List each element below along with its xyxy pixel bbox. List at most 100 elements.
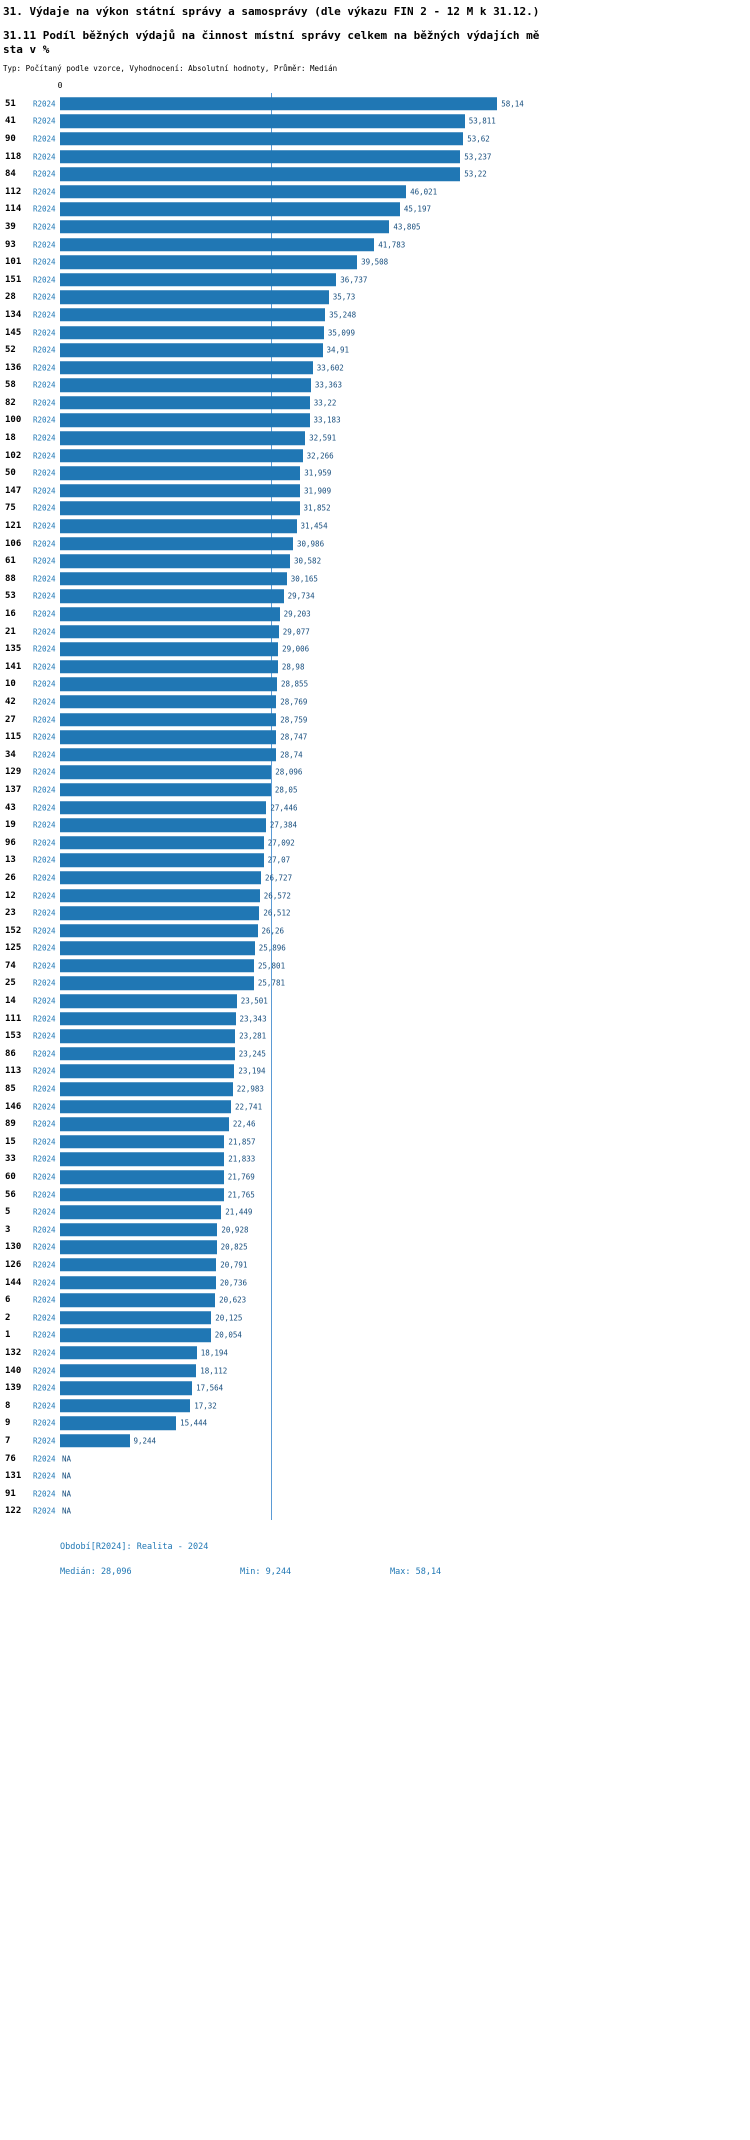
- row-series-label: R2024: [33, 697, 56, 707]
- chart-row: 51 R2024 58,14: [0, 95, 750, 113]
- row-id: 134: [5, 309, 22, 320]
- value-label: 30,986: [297, 539, 325, 549]
- value-label: 21,765: [227, 1190, 255, 1200]
- chart-row: 61 R2024 30,582: [0, 552, 750, 570]
- row-id: 153: [5, 1031, 22, 1042]
- value-bar: [60, 343, 323, 357]
- row-id: 106: [5, 538, 22, 549]
- value-label: 23,194: [238, 1066, 266, 1076]
- row-series-label: R2024: [33, 1225, 56, 1235]
- value-label: 28,05: [274, 785, 298, 795]
- chart-row: 153 R2024 23,281: [0, 1027, 750, 1045]
- row-series-label: R2024: [33, 679, 56, 689]
- footer-stats: Medián: 28,096 Min: 9,244 Max: 58,14: [60, 1567, 750, 1577]
- row-id: 1: [5, 1330, 11, 1341]
- row-series-label: R2024: [33, 1366, 56, 1376]
- value-label: 26,572: [263, 891, 291, 901]
- row-id: 76: [5, 1453, 16, 1464]
- row-id: 74: [5, 960, 16, 971]
- chart-row: 151 R2024 36,737: [0, 271, 750, 289]
- chart-row: 2 R2024 20,125: [0, 1309, 750, 1327]
- row-series-label: R2024: [33, 433, 56, 443]
- row-id: 18: [5, 433, 16, 444]
- chart-row: 86 R2024 23,245: [0, 1045, 750, 1063]
- row-id: 21: [5, 626, 16, 637]
- row-series-label: R2024: [33, 116, 56, 126]
- chart-row: 115 R2024 28,747: [0, 728, 750, 746]
- chart-row: 101 R2024 39,508: [0, 253, 750, 271]
- value-bar: [60, 1434, 130, 1448]
- row-series-label: R2024: [33, 1049, 56, 1059]
- chart-row: 28 R2024 35,73: [0, 289, 750, 307]
- report-title: 31. Výdaje na výkon státní správy a samo…: [3, 5, 540, 18]
- chart-row: 113 R2024 23,194: [0, 1063, 750, 1081]
- row-series-label: R2024: [33, 222, 56, 232]
- chart-row: 131 R2024 NA: [0, 1467, 750, 1485]
- value-bar: [60, 923, 258, 938]
- value-bar: [60, 202, 400, 217]
- chart-row: 102 R2024 32,266: [0, 447, 750, 465]
- chart-row: 112 R2024 46,021: [0, 183, 750, 201]
- value-label-na: NA: [62, 1506, 72, 1516]
- value-label: 35,73: [332, 292, 356, 302]
- value-bar: [60, 554, 290, 568]
- chart-row: 12 R2024 26,572: [0, 887, 750, 905]
- report-subtitle: 31.11 Podíl běžných výdajů na činnost mí…: [3, 29, 750, 57]
- chart-rows: 51 R2024 58,14 41 R2024 53,811 90 R2024 53,62 118…: [0, 81, 750, 1520]
- value-label: 30,582: [294, 556, 322, 566]
- row-series-label: R2024: [33, 240, 56, 250]
- row-id: 152: [5, 925, 22, 936]
- footer-median: Medián: 28,096: [60, 1567, 132, 1578]
- report-subtitle-line1: 31.11 Podíl běžných výdajů na činnost mí…: [3, 29, 540, 42]
- value-bar: [60, 589, 284, 604]
- value-bar: [60, 835, 264, 850]
- row-id: 43: [5, 802, 16, 813]
- value-label: 25,896: [258, 943, 286, 953]
- row-series-label: R2024: [33, 310, 56, 320]
- row-id: 113: [5, 1066, 22, 1077]
- row-id: 90: [5, 133, 16, 144]
- row-id: 115: [5, 732, 22, 743]
- row-id: 26: [5, 872, 16, 883]
- chart-row: 21 R2024 29,077: [0, 623, 750, 641]
- row-id: 96: [5, 837, 16, 848]
- row-series-label: R2024: [33, 1207, 56, 1217]
- row-id: 147: [5, 485, 22, 496]
- chart-row: 147 R2024 31,909: [0, 482, 750, 500]
- row-series-label: R2024: [33, 961, 56, 971]
- chart-row: 90 R2024 53,62: [0, 130, 750, 148]
- value-bar: [60, 959, 254, 973]
- row-series-label: R2024: [33, 609, 56, 619]
- chart-row: 18 R2024 32,591: [0, 429, 750, 447]
- value-label: 25,781: [257, 978, 285, 988]
- value-label: 32,591: [309, 433, 337, 443]
- chart-row: 34 R2024 28,74: [0, 746, 750, 764]
- value-label: 27,384: [269, 820, 297, 830]
- row-series-label: R2024: [33, 1102, 56, 1112]
- row-id: 50: [5, 468, 16, 479]
- row-id: 51: [5, 98, 16, 109]
- chart-row: 145 R2024 35,099: [0, 324, 750, 342]
- value-label: 26,512: [263, 908, 291, 918]
- chart-row: 130 R2024 20,825: [0, 1239, 750, 1257]
- report-header: 31. Výdaje na výkon státní správy a samo…: [0, 0, 750, 73]
- row-series-label: R2024: [33, 539, 56, 549]
- bar-chart: 0 51 R2024 58,14 41 R2024 53,811 90 R2024 53,62 1…: [0, 81, 750, 1520]
- chart-row: 100 R2024 33,183: [0, 412, 750, 430]
- value-label: 27,092: [267, 838, 295, 848]
- chart-row: 114 R2024 45,197: [0, 201, 750, 219]
- chart-row: 27 R2024 28,759: [0, 711, 750, 729]
- row-id: 12: [5, 890, 16, 901]
- chart-row: 96 R2024 27,092: [0, 834, 750, 852]
- value-label: 17,564: [196, 1383, 224, 1393]
- row-series-label: R2024: [33, 503, 56, 513]
- chart-row: 76 R2024 NA: [0, 1450, 750, 1468]
- row-id: 39: [5, 221, 16, 232]
- row-series-label: R2024: [33, 1454, 56, 1464]
- row-id: 75: [5, 503, 16, 514]
- chart-row: 13 R2024 27,07: [0, 852, 750, 870]
- value-bar: [60, 114, 465, 129]
- chart-row: 52 R2024 34,91: [0, 341, 750, 359]
- value-label: 29,203: [283, 609, 311, 619]
- value-bar: [60, 730, 277, 744]
